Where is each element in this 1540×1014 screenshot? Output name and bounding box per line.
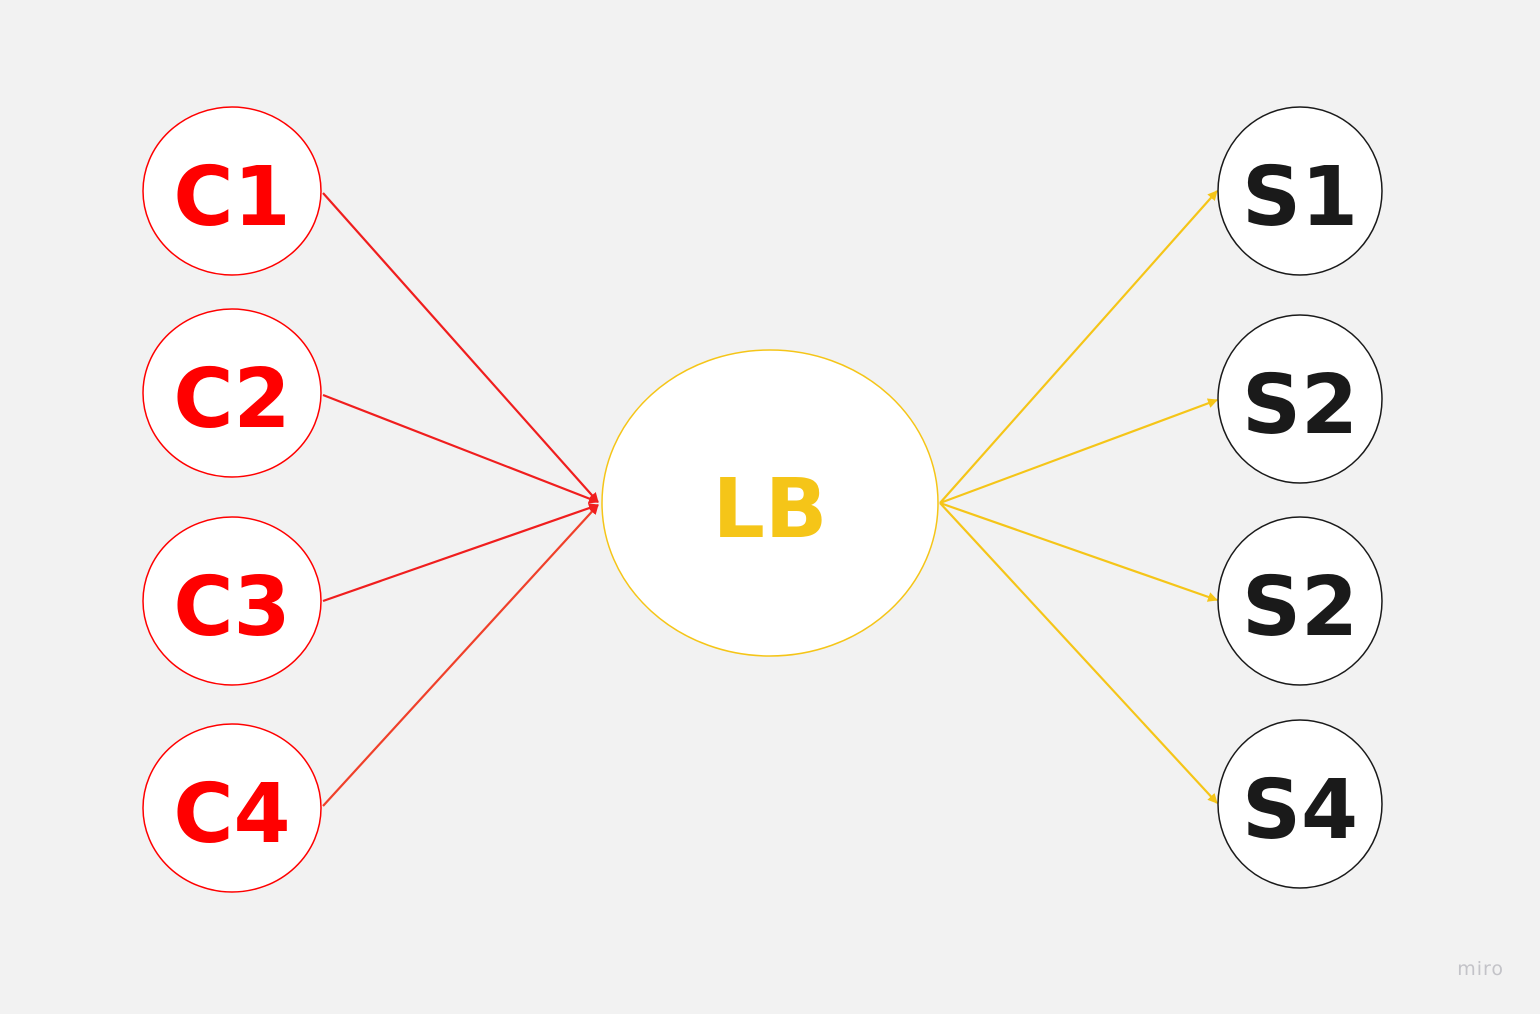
client-node-c3[interactable]: C3	[142, 516, 322, 686]
edge-c2-lb	[322, 393, 599, 504]
server-node-s2-a[interactable]: S2	[1217, 314, 1383, 484]
server-node-s2-b[interactable]: S2	[1217, 516, 1383, 686]
client-node-c1-shape	[142, 106, 322, 276]
edge-c1-lb	[322, 192, 599, 503]
edge-lb-s1	[939, 190, 1218, 504]
load-balancer-shape	[601, 349, 939, 657]
client-node-c2[interactable]: C2	[142, 308, 322, 478]
server-node-s1-label: S1	[1242, 150, 1358, 245]
client-node-c2-shape	[142, 308, 322, 478]
edge-c3-lb	[322, 503, 599, 603]
client-node-c1-label: C1	[173, 150, 290, 245]
server-node-s2-a-label: S2	[1242, 358, 1358, 453]
client-node-c1[interactable]: C1	[142, 106, 322, 276]
server-node-s2-b-label: S2	[1242, 560, 1358, 655]
client-node-c3-label: C3	[173, 560, 290, 655]
edge-lb-s2-b	[939, 501, 1218, 602]
edge-lb-s2-a	[939, 398, 1218, 505]
client-node-c3-shape	[142, 516, 322, 686]
client-nodes: C1 C2 C3 C4	[142, 106, 322, 893]
client-edges	[322, 192, 599, 807]
server-nodes: S1 S2 S2 S4	[1217, 106, 1383, 889]
server-edges	[939, 190, 1218, 804]
server-node-s2-b-shape	[1217, 516, 1383, 686]
miro-watermark: miro	[1457, 958, 1504, 980]
load-balancer-node[interactable]: LB	[601, 349, 939, 657]
server-node-s4-label: S4	[1242, 763, 1358, 858]
client-node-c4-label: C4	[173, 767, 290, 862]
server-node-s4-shape	[1217, 719, 1383, 889]
server-node-s1-shape	[1217, 106, 1383, 276]
server-node-s1[interactable]: S1	[1217, 106, 1383, 276]
load-balancer-label: LB	[713, 462, 828, 557]
server-node-s4[interactable]: S4	[1217, 719, 1383, 889]
client-node-c2-label: C2	[173, 352, 290, 447]
server-node-s2-a-shape	[1217, 314, 1383, 484]
edge-c4-lb	[322, 504, 599, 807]
edge-lb-s4	[939, 502, 1218, 804]
client-node-c4[interactable]: C4	[142, 723, 322, 893]
client-node-c4-shape	[142, 723, 322, 893]
